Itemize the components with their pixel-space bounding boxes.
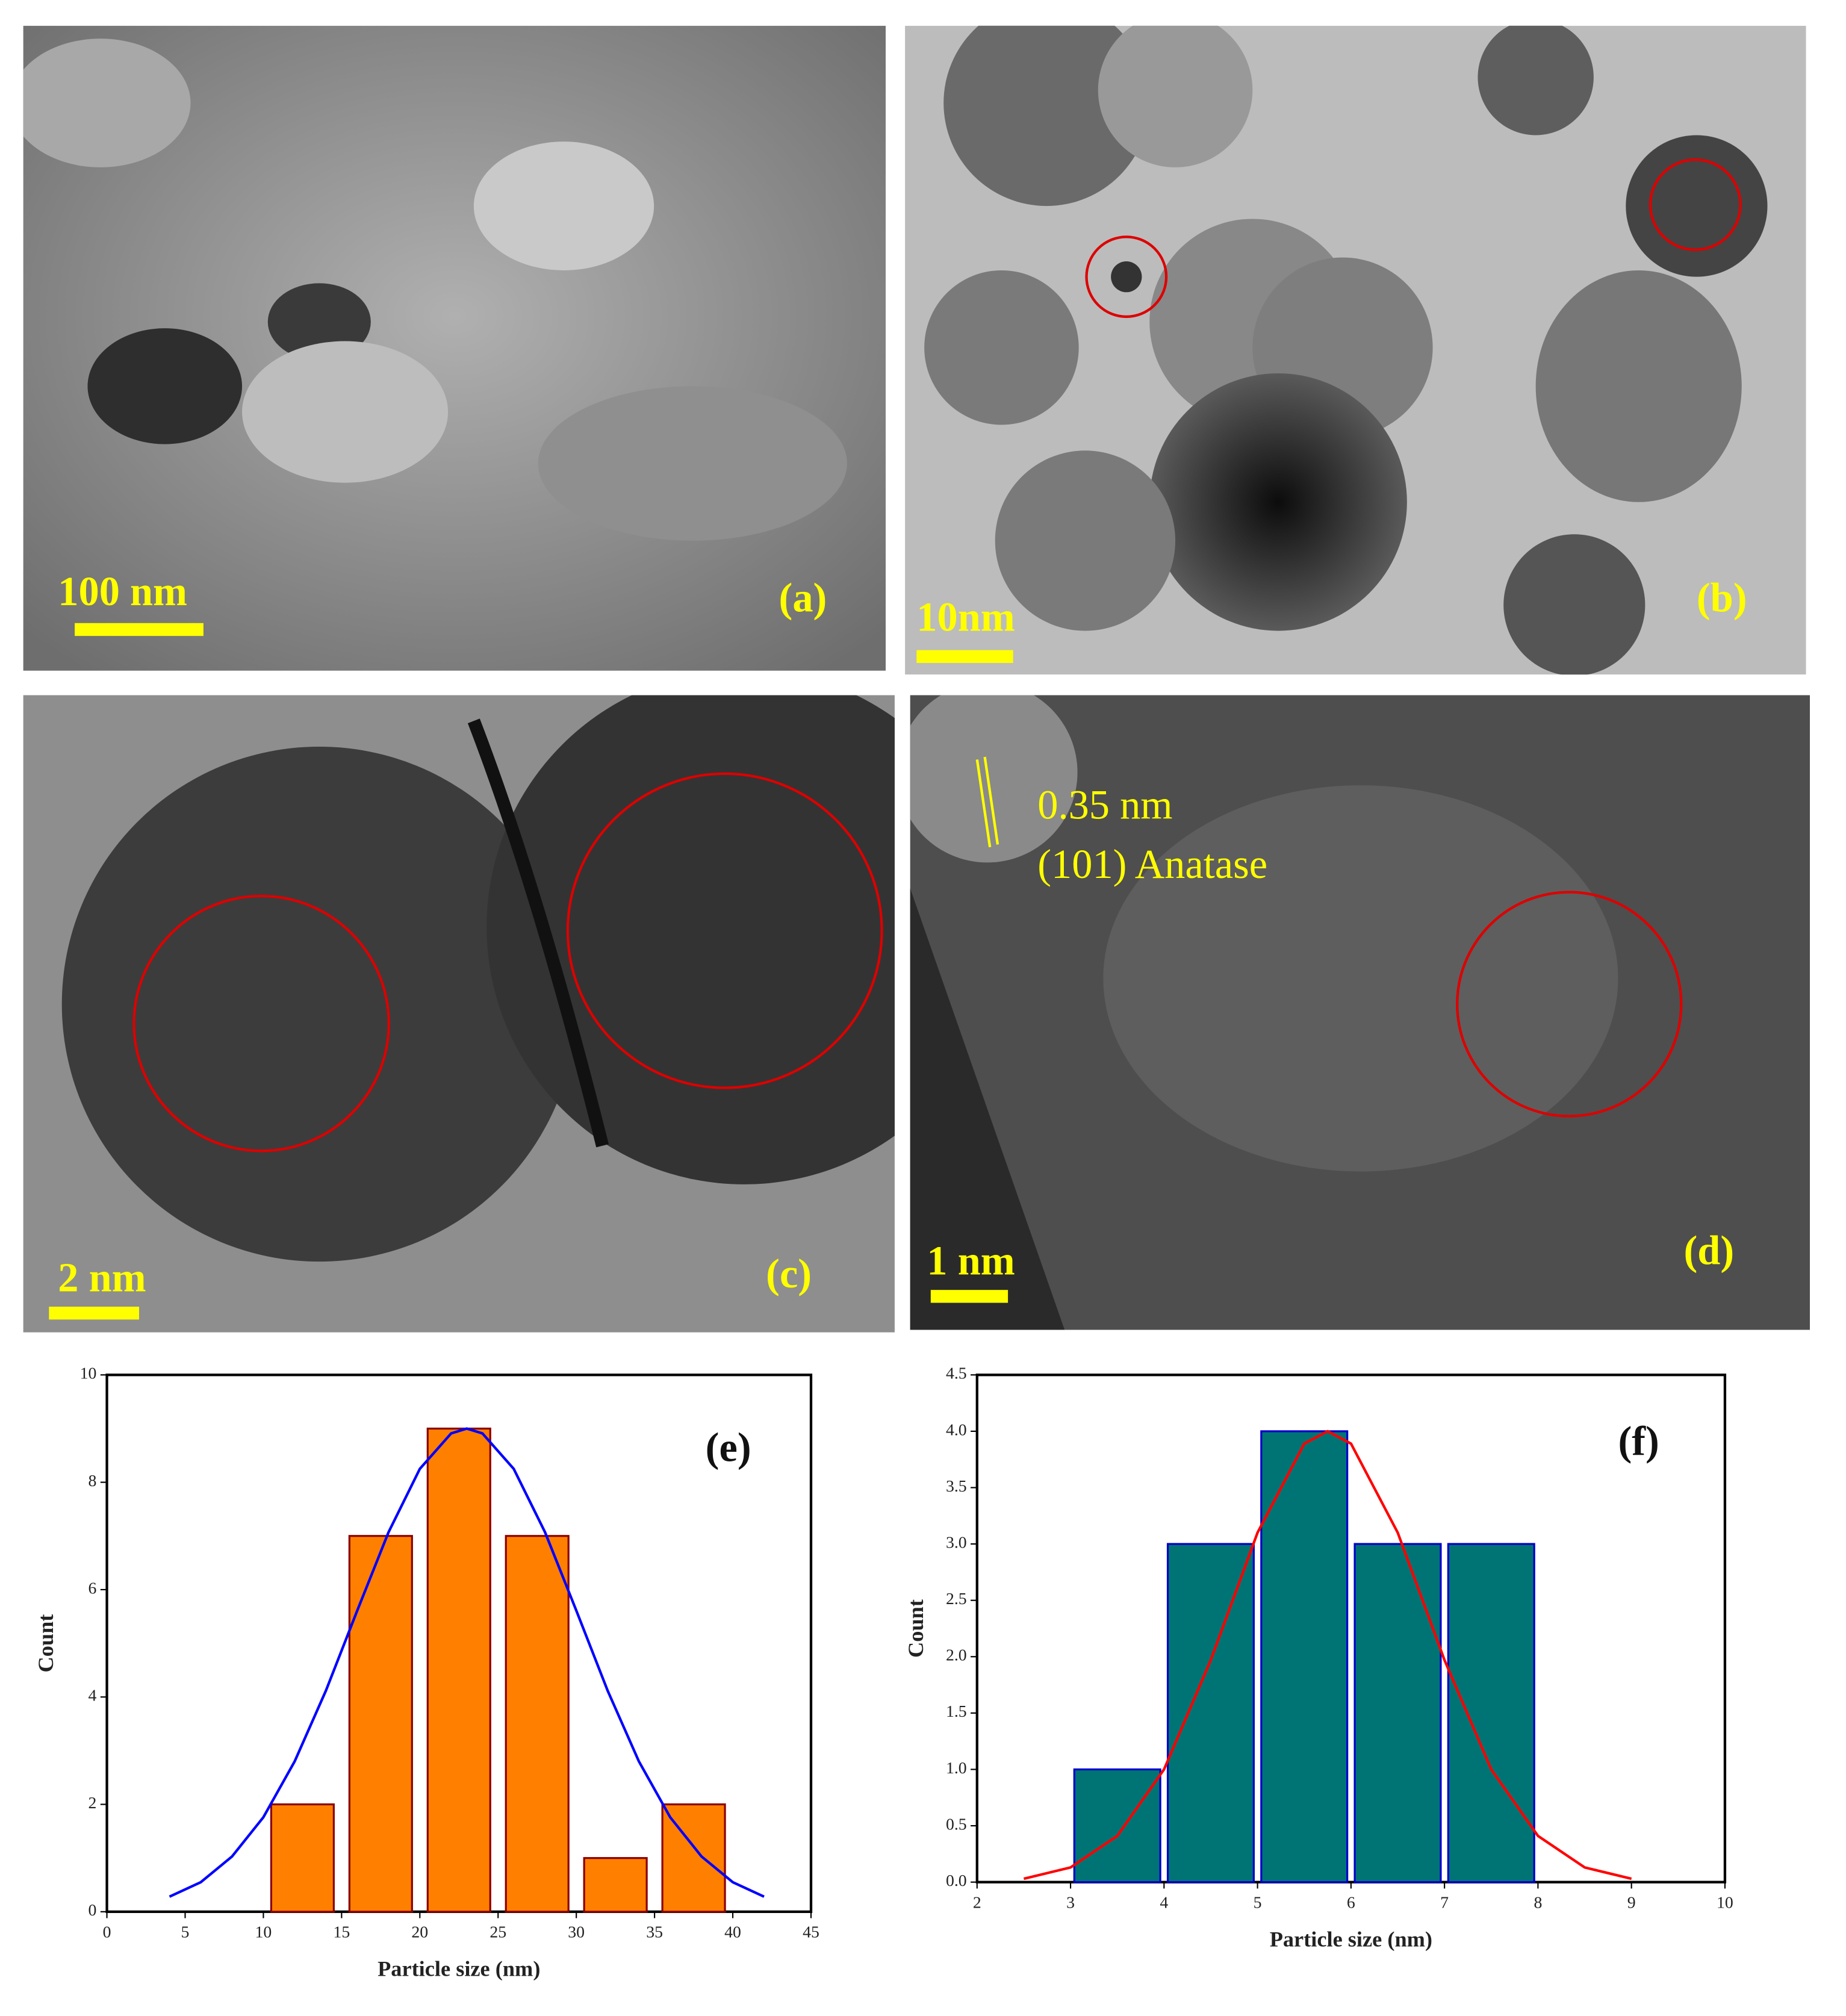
bar	[1353, 1543, 1442, 1884]
x-tick-label: 35	[646, 1923, 663, 1942]
y-tick-label: 3.0	[946, 1533, 967, 1552]
scale-bar-label: 100 nm	[58, 568, 187, 614]
x-tick-label: 4	[1160, 1893, 1168, 1912]
panel-label: (a)	[779, 575, 827, 621]
x-tick-label: 40	[724, 1923, 741, 1942]
annotation: (101) Anatase	[1037, 841, 1267, 887]
panel-label: (e)	[706, 1425, 751, 1470]
y-tick-label: 4.0	[946, 1420, 967, 1439]
x-tick-label: 3	[1066, 1893, 1075, 1912]
annotation: 0.35 nm	[1037, 782, 1172, 828]
y-tick-label: 3.5	[946, 1477, 967, 1496]
x-tick-label: 9	[1627, 1893, 1636, 1912]
bar	[270, 1803, 335, 1913]
scale-bar	[930, 1290, 1008, 1303]
scale-bar	[75, 623, 204, 636]
y-tick-label: 2	[89, 1794, 97, 1812]
scale-bar-label: 2 nm	[58, 1254, 146, 1300]
y-tick-label: 4	[89, 1687, 97, 1705]
y-tick-label: 6	[89, 1579, 97, 1598]
x-tick-label: 25	[489, 1923, 506, 1942]
fit-curve	[1023, 1430, 1632, 1881]
y-tick-label: 2.5	[946, 1590, 967, 1608]
bar	[505, 1535, 570, 1913]
y-tick-label: 0	[89, 1901, 97, 1920]
bar	[1260, 1430, 1349, 1884]
bar	[1166, 1543, 1255, 1884]
bar	[583, 1857, 648, 1913]
scale-bar-label: 10nm	[916, 594, 1015, 640]
tem-image	[905, 25, 1806, 675]
x-tick-label: 15	[333, 1923, 350, 1942]
x-tick-label: 2	[973, 1893, 981, 1912]
panel-label: (b)	[1697, 575, 1747, 621]
y-tick-label: 8	[89, 1472, 97, 1490]
y-tick-label: 1.0	[946, 1759, 967, 1778]
x-tick-label: 10	[1717, 1893, 1733, 1912]
x-tick-label: 6	[1347, 1893, 1355, 1912]
y-tick-label: 4.5	[946, 1364, 967, 1383]
bar	[1447, 1543, 1535, 1884]
panel-label: (c)	[766, 1251, 812, 1296]
panel-label: (d)	[1684, 1227, 1735, 1273]
x-axis-title: Particle size (nm)	[1270, 1927, 1432, 1952]
bar	[426, 1427, 491, 1913]
bar	[1073, 1768, 1161, 1884]
bar	[348, 1535, 413, 1913]
scale-bar	[49, 1307, 140, 1320]
y-tick-label: 0.0	[946, 1871, 967, 1890]
x-tick-label: 20	[411, 1923, 428, 1942]
x-tick-label: 5	[181, 1923, 190, 1942]
y-tick-label: 2.0	[946, 1646, 967, 1665]
y-axis-title: Count	[34, 1614, 58, 1673]
y-tick-label: 1.5	[946, 1702, 967, 1721]
x-tick-label: 30	[568, 1923, 585, 1942]
hrtem-image	[23, 695, 895, 1333]
hrtem-image	[910, 695, 1810, 1330]
x-tick-label: 7	[1440, 1893, 1449, 1912]
y-tick-label: 10	[80, 1364, 97, 1383]
x-tick-label: 0	[103, 1923, 111, 1942]
y-axis-title: Count	[904, 1599, 928, 1658]
x-tick-label: 5	[1254, 1893, 1262, 1912]
x-axis-title: Particle size (nm)	[378, 1957, 540, 1981]
scale-bar	[916, 650, 1013, 664]
fit-curve	[169, 1427, 765, 1898]
x-tick-label: 10	[255, 1923, 272, 1942]
x-tick-label: 45	[803, 1923, 819, 1942]
sem-image	[23, 25, 886, 671]
panel-label: (f)	[1618, 1418, 1659, 1464]
scale-bar-label: 1 nm	[927, 1238, 1015, 1284]
x-tick-label: 8	[1534, 1893, 1542, 1912]
y-tick-label: 0.5	[946, 1815, 967, 1834]
